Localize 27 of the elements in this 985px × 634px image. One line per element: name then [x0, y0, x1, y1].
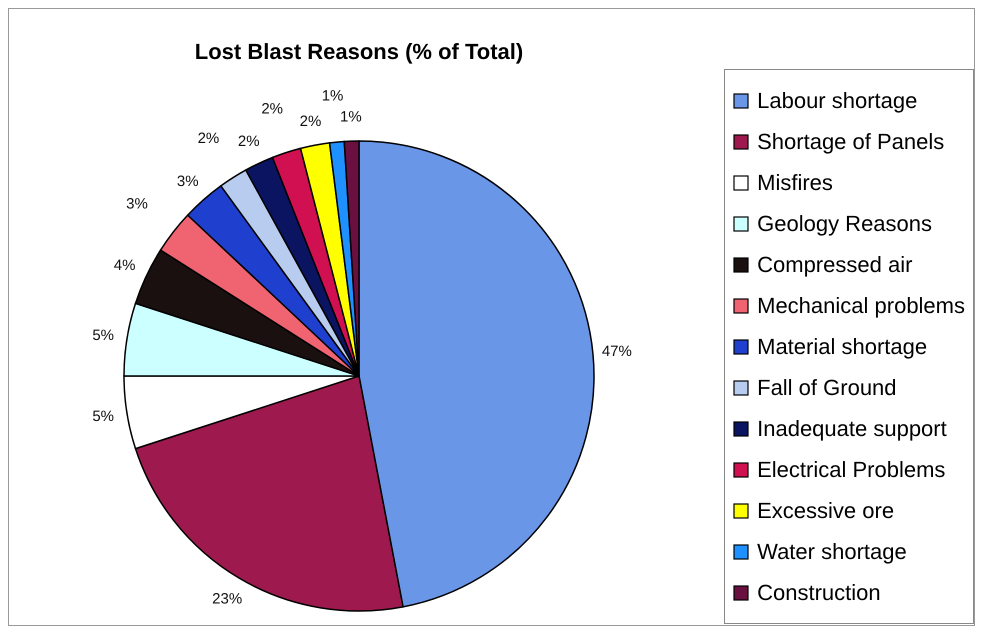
data-label: 47%: [602, 343, 632, 360]
legend-label: Inadequate support: [757, 416, 947, 442]
data-label: 4%: [114, 257, 136, 274]
data-label: 23%: [212, 590, 242, 608]
data-label: 5%: [92, 326, 114, 344]
data-label: 2%: [198, 130, 220, 148]
data-label: 3%: [126, 195, 148, 212]
data-label: 2%: [300, 113, 322, 130]
legend-label: Misfires: [757, 170, 833, 196]
legend-label: Electrical Problems: [757, 456, 946, 482]
legend-label: Shortage of Panels: [757, 128, 944, 154]
data-label: 3%: [176, 173, 199, 190]
chart-title: Lost Blast Reasons (% of Total): [194, 39, 524, 65]
legend-label: Mechanical problems: [757, 292, 965, 318]
legend-label: Labour shortage: [757, 88, 918, 114]
data-label: 2%: [261, 100, 284, 118]
data-label: 1%: [340, 108, 362, 126]
legend-label: Water shortage: [757, 538, 907, 564]
legend-label: Compressed air: [757, 252, 912, 278]
legend-label: Geology Reasons: [757, 210, 932, 236]
data-label: 2%: [238, 133, 260, 150]
legend-label: Fall of Ground: [757, 374, 897, 400]
legend-label: Construction: [757, 580, 881, 606]
legend-label: Material shortage: [757, 334, 928, 360]
data-label: 5%: [92, 408, 114, 426]
legend-label: Excessive ore: [757, 498, 894, 524]
data-label: 1%: [322, 88, 344, 105]
